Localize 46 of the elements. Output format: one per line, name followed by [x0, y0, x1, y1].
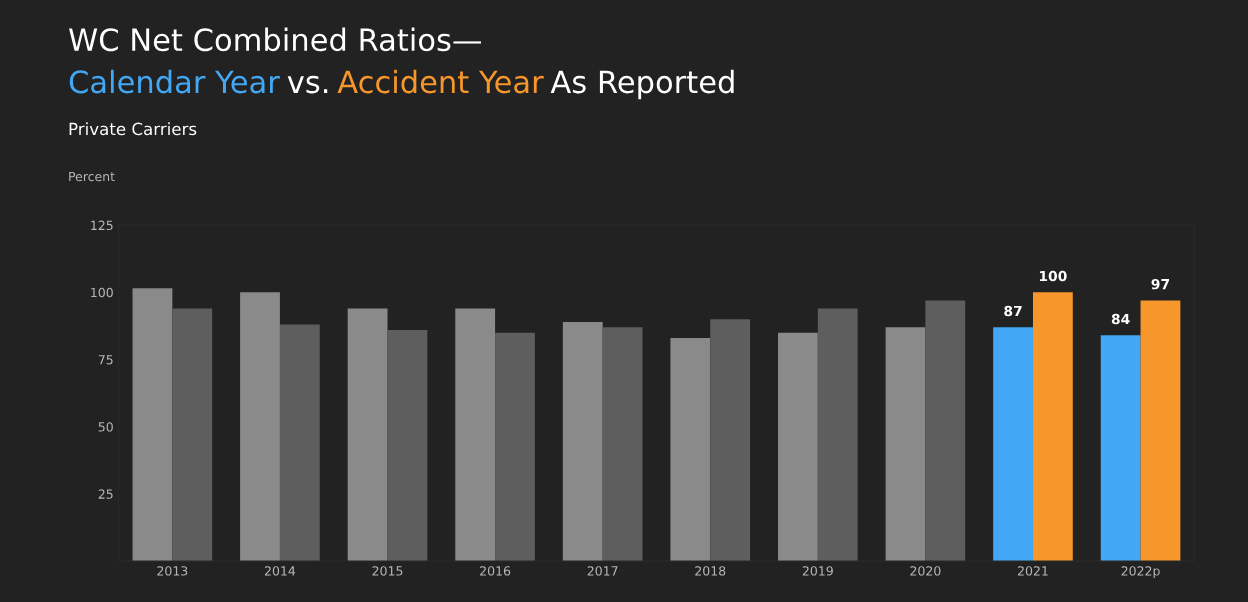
- bar: [1140, 300, 1181, 562]
- x-tick-label: 2013: [157, 566, 188, 576]
- bar: [885, 327, 926, 562]
- bar: [172, 308, 213, 562]
- bar: [778, 332, 818, 562]
- x-tick-label: 2019: [802, 566, 833, 576]
- y-tick-label: 25: [98, 489, 113, 499]
- bar: [925, 300, 966, 562]
- x-tick-label: 2021: [1017, 566, 1048, 576]
- bar: [240, 292, 280, 562]
- bar: [279, 324, 320, 562]
- bar: [602, 327, 643, 562]
- x-tick-label: 2015: [372, 566, 403, 576]
- bar: [387, 329, 428, 562]
- data-label: 100: [1039, 270, 1067, 282]
- text: vs.: [287, 75, 328, 94]
- x-tick-label: 2018: [695, 566, 726, 576]
- bar: [132, 288, 173, 562]
- bar: [1032, 292, 1073, 562]
- bar: [455, 308, 496, 562]
- text: As Reported: [550, 69, 734, 100]
- bar: [817, 308, 858, 562]
- x-tick-label: 2014: [264, 566, 296, 576]
- bar: [347, 308, 388, 562]
- bar: [670, 338, 711, 562]
- data-label: 84: [1111, 313, 1130, 325]
- chart-title: WC Net Combined Ratios—: [69, 27, 481, 52]
- x-tick-label: 2020: [910, 566, 941, 576]
- x-tick-label: 2017: [587, 566, 618, 576]
- text: Accident Year: [337, 69, 544, 94]
- y-tick-label: 75: [98, 355, 113, 365]
- y-axis-title: Percent: [69, 171, 115, 182]
- y-tick-label: 50: [98, 422, 113, 432]
- bar: [1100, 335, 1141, 562]
- bar: [495, 332, 535, 562]
- chart-subtitle: Private Carriers: [69, 122, 197, 136]
- x-tick-label: 2022p: [1121, 566, 1160, 579]
- bar: [710, 319, 751, 562]
- bar: [993, 327, 1033, 562]
- y-tick-label: 100: [91, 287, 113, 298]
- x-tick-label: 2016: [480, 566, 511, 576]
- y-tick-label: 125: [91, 220, 113, 231]
- data-label: 87: [1004, 305, 1022, 317]
- bar: [562, 321, 603, 562]
- data-label: 97: [1151, 278, 1170, 290]
- text: Calendar Year: [69, 69, 280, 94]
